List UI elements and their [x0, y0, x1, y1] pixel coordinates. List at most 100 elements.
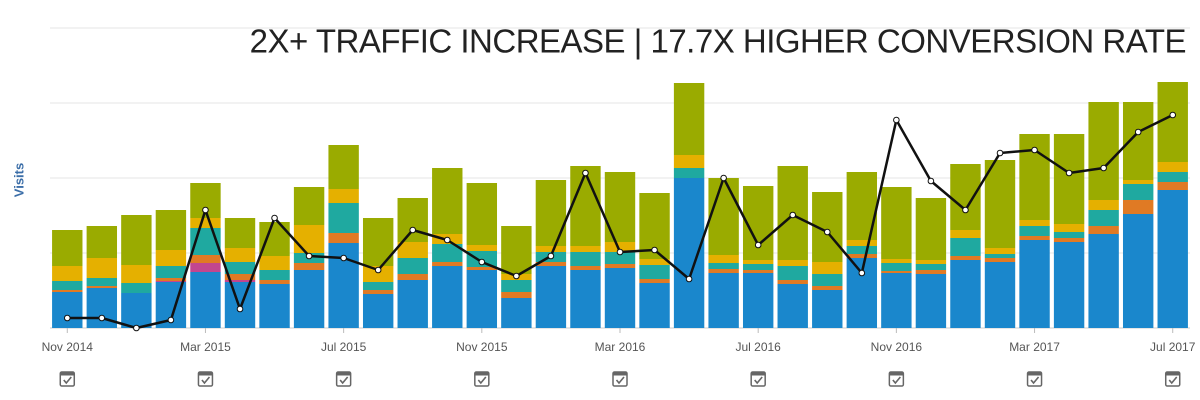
bar-segment: [86, 278, 118, 286]
bar-segment: [708, 255, 739, 263]
bar-segment: [224, 248, 256, 262]
bar-segment: [328, 203, 359, 233]
bar-segment: [1122, 102, 1154, 180]
bar-segment: [604, 172, 636, 242]
line-point: [63, 314, 71, 322]
line-point: [305, 252, 313, 260]
bar-segment: [259, 256, 290, 270]
line-point: [1134, 128, 1142, 136]
line-point: [374, 266, 382, 274]
bar-segment: [397, 274, 428, 280]
bar-segment: [1088, 234, 1119, 328]
bar-segment: [362, 294, 394, 328]
bar-segment: [535, 246, 567, 252]
calendar-check: [754, 376, 763, 385]
x-tick-label: Mar 2015: [180, 340, 231, 354]
bar-segment: [535, 266, 567, 328]
calendar-top: [198, 372, 213, 376]
calendar-icon: [612, 371, 628, 387]
bar-segment: [121, 283, 152, 293]
line-point: [582, 169, 589, 177]
bar-segment: [432, 266, 463, 328]
bar-segment: [984, 254, 1016, 258]
bar-segment: [293, 187, 325, 225]
line-point: [1031, 146, 1038, 154]
line-point: [651, 246, 658, 254]
bar-segment: [155, 210, 187, 250]
x-tick-label: Jul 2015: [321, 340, 367, 354]
line-point: [443, 236, 451, 244]
bar-segment: [673, 83, 705, 155]
bar-segment: [466, 270, 498, 328]
bar-segment: [1053, 224, 1085, 232]
bar-segment: [1157, 162, 1188, 172]
bar-segment: [604, 264, 636, 268]
line-point: [754, 241, 762, 249]
bar-segment: [155, 278, 187, 281]
bar-segment: [155, 266, 187, 278]
bar-segment: [52, 290, 83, 292]
bar-segment: [812, 262, 843, 274]
bar-segment: [673, 178, 705, 328]
x-tick-label: Nov 2016: [871, 340, 923, 354]
calendar-icon: [750, 371, 766, 387]
bar-segment: [501, 292, 532, 298]
bar-segment: [708, 273, 739, 328]
chart-title: 2X+ TRAFFIC INCREASE | 17.7X HIGHER CONV…: [250, 23, 1186, 60]
bar-segment: [52, 292, 83, 328]
bar-segment: [535, 180, 567, 246]
bar-segment: [432, 262, 463, 266]
x-tick-label: Jul 2016: [735, 340, 781, 354]
calendar-check: [1168, 376, 1178, 385]
bar-segment: [915, 264, 947, 270]
bar-segment: [1088, 226, 1119, 234]
bar-segment: [190, 263, 221, 272]
bar-segment: [121, 265, 152, 283]
bar-segment: [466, 245, 498, 251]
bar-segment: [881, 187, 912, 259]
calendar-check: [892, 376, 901, 385]
bar-segment: [259, 280, 290, 284]
bar-segment: [362, 266, 394, 282]
bar-segment: [570, 270, 601, 328]
x-tick-label: Jul 2017: [1150, 340, 1196, 354]
calendar-top: [474, 372, 489, 376]
calendar-top: [1165, 372, 1180, 376]
bar-segment: [1088, 102, 1119, 200]
bar-segment: [362, 290, 394, 294]
bar-segment: [328, 233, 359, 243]
bar-segment: [1088, 200, 1119, 210]
bar-segment: [881, 273, 912, 328]
calendar-top: [336, 372, 351, 376]
bar-segment: [121, 215, 152, 265]
bar-segment: [777, 284, 808, 328]
line-point: [1100, 164, 1107, 172]
x-tick-label: Nov 2014: [42, 340, 94, 354]
bar-segment: [881, 259, 912, 263]
bar-segment: [397, 258, 428, 274]
bar-segment: [570, 266, 601, 270]
bar-segment: [639, 265, 670, 279]
bar-segment: [121, 293, 152, 328]
bar-segment: [950, 238, 981, 256]
bar-segment: [777, 280, 808, 284]
bar-segment: [190, 218, 221, 228]
bar-segment: [984, 262, 1016, 328]
bar-segment: [397, 280, 428, 328]
bar-segment: [950, 260, 981, 328]
bar-segment: [86, 286, 118, 288]
bar-segment: [362, 282, 394, 290]
line-point: [202, 206, 209, 214]
x-tick-label: Nov 2015: [456, 340, 508, 354]
bar-segment: [501, 298, 532, 328]
bar-segment: [1122, 180, 1154, 184]
calendar-top: [613, 372, 627, 376]
bar-segment: [224, 282, 256, 328]
bar-segment: [1019, 240, 1050, 328]
bar-segment: [224, 274, 256, 280]
calendar-top: [751, 372, 766, 376]
bar-segment: [950, 256, 981, 260]
bar-segment: [1088, 210, 1119, 226]
bar-segment: [984, 160, 1016, 248]
